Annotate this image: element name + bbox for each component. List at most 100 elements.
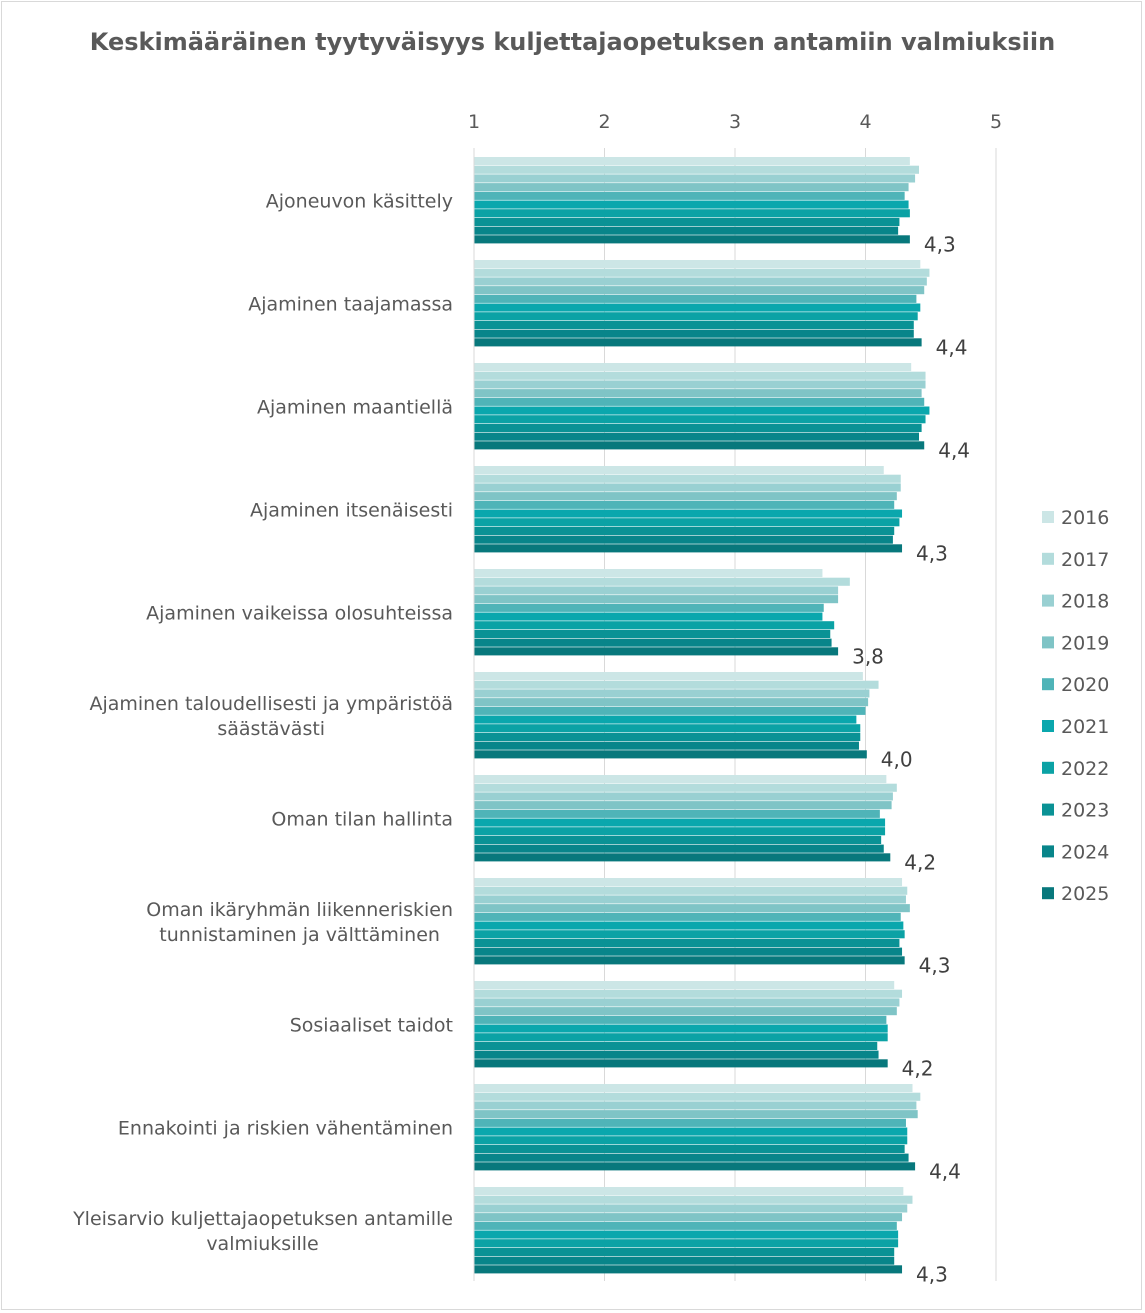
bar-2018-cat1 [474,174,916,183]
category-label-2: Ajaminen taajamassa [248,294,453,316]
bar-2016-cat1 [474,157,910,166]
tick-label-1: 1 [468,111,480,133]
bar-2017-cat7 [474,783,897,792]
chart-title: Keskimääräinen tyytyväisyys kuljettajaop… [89,28,1056,56]
bar-2025-cat10 [474,1162,916,1171]
bar-2018-cat8 [474,895,906,904]
bar-2016-cat3 [474,363,912,372]
data-label-cat7: 4,2 [904,851,936,875]
bar-2025-cat9 [474,1059,888,1068]
bar-2020-cat3 [474,397,925,406]
bar-2020-cat7 [474,809,880,818]
bar-2019-cat2 [474,286,925,295]
tick-label-2: 2 [598,111,610,133]
bar-2020-cat8 [474,912,901,921]
data-label-cat3: 4,4 [938,439,970,463]
bar-2023-cat10 [474,1144,905,1153]
bar-2018-cat11 [474,1204,908,1213]
bar-2016-cat4 [474,466,884,475]
category-label-8: Oman ikäryhmän liikenneriskien [146,899,453,921]
bar-2022-cat11 [474,1239,899,1248]
bar-2019-cat6 [474,698,869,707]
bar-2017-cat1 [474,165,920,174]
bar-2020-cat1 [474,191,905,200]
bar-2024-cat1 [474,226,899,235]
bar-2018-cat4 [474,483,901,492]
bar-2022-cat8 [474,930,905,939]
legend-swatch-2019 [1042,636,1054,649]
bar-2020-cat5 [474,603,824,612]
legend-swatch-2016 [1042,511,1054,523]
bar-2023-cat9 [474,1041,878,1050]
bar-2019-cat3 [474,389,922,398]
bar-2021-cat2 [474,303,921,312]
bar-2022-cat4 [474,518,900,527]
bar-2019-cat9 [474,1007,897,1016]
bar-2025-cat11 [474,1265,903,1274]
bar-2018-cat10 [474,1101,917,1110]
bar-2022-cat9 [474,1033,888,1042]
bar-2017-cat11 [474,1195,913,1204]
bar-2019-cat10 [474,1110,918,1119]
bar-2021-cat1 [474,200,909,209]
bar-2016-cat5 [474,569,823,578]
legend-swatch-2021 [1042,720,1054,732]
bar-2025-cat3 [474,441,925,450]
bar-2020-cat11 [474,1221,897,1230]
data-label-cat9: 4,2 [902,1057,934,1081]
data-label-cat1: 4,3 [924,233,956,257]
bar-2016-cat2 [474,260,921,269]
bar-2022-cat10 [474,1136,908,1145]
data-label-cat4: 4,3 [916,542,948,566]
tick-label-3: 3 [729,111,741,133]
bar-2022-cat1 [474,209,910,218]
bar-2024-cat7 [474,844,884,853]
bar-2023-cat3 [474,423,922,432]
bar-2016-cat6 [474,672,863,681]
bar-2024-cat8 [474,947,903,956]
bar-2021-cat3 [474,406,930,415]
legend-label-2021: 2021 [1061,716,1109,738]
bar-2016-cat10 [474,1084,913,1093]
tick-label-4: 4 [859,111,871,133]
legend-swatch-2022 [1042,761,1054,774]
bar-2024-cat11 [474,1256,895,1265]
bar-2022-cat5 [474,621,835,630]
bar-2017-cat10 [474,1092,921,1101]
bar-2023-cat5 [474,629,831,638]
bar-2017-cat3 [474,371,926,380]
bar-2023-cat11 [474,1247,895,1256]
bar-2017-cat4 [474,474,901,483]
legend-label-2025: 2025 [1061,883,1109,905]
bar-2019-cat7 [474,801,892,810]
bar-2017-cat8 [474,886,908,895]
bar-2019-cat4 [474,492,897,501]
bar-2016-cat8 [474,878,903,887]
bar-2018-cat9 [474,998,900,1007]
bar-2025-cat8 [474,956,905,965]
bar-2021-cat7 [474,818,886,827]
data-label-cat5: 3,8 [852,645,884,669]
bar-2017-cat2 [474,268,930,277]
legend-swatch-2017 [1042,552,1054,565]
legend-label-2024: 2024 [1061,841,1109,863]
bar-2024-cat6 [474,741,859,750]
legend-label-2019: 2019 [1061,632,1109,654]
bar-2024-cat5 [474,638,832,647]
bar-2023-cat1 [474,217,900,226]
bar-2025-cat2 [474,338,922,347]
data-label-cat11: 4,3 [916,1263,948,1287]
legend-label-2018: 2018 [1061,591,1109,613]
bar-2021-cat9 [474,1024,888,1033]
bar-2021-cat5 [474,612,823,621]
category-label-6: säästävästi [217,718,325,740]
category-label-3: Ajaminen maantiellä [257,397,453,419]
bar-2023-cat4 [474,526,895,535]
bar-2021-cat11 [474,1230,899,1239]
bar-2018-cat7 [474,792,893,801]
bar-2025-cat4 [474,544,903,553]
category-label-6: Ajaminen taloudellisesti ja ympäristöä [89,693,453,715]
bar-2023-cat2 [474,320,914,329]
